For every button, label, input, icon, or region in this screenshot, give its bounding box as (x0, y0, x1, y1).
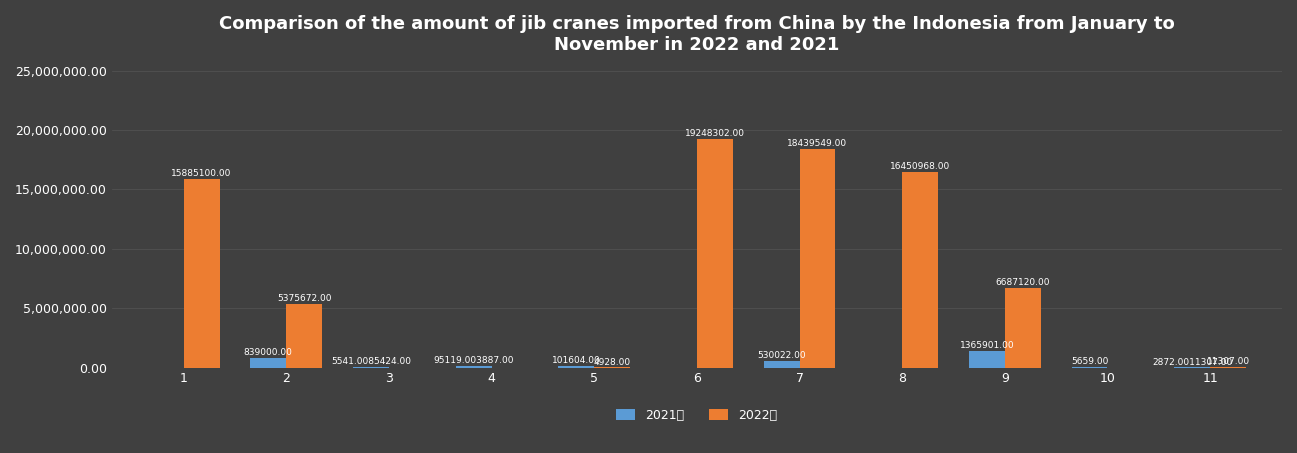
Text: 5541.0085424.00: 5541.0085424.00 (331, 357, 411, 366)
Text: 95119.003887.00: 95119.003887.00 (433, 357, 514, 366)
Text: 15885100.00: 15885100.00 (171, 169, 232, 178)
Bar (969, 351, 1005, 367)
Text: 18439549.00: 18439549.00 (787, 139, 847, 148)
Bar (287, 304, 322, 367)
Text: 6687120.00: 6687120.00 (996, 278, 1051, 287)
Bar (184, 179, 219, 367)
Title: Comparison of the amount of jib cranes imported from China by the Indonesia from: Comparison of the amount of jib cranes i… (219, 15, 1175, 54)
Text: 16450968.00: 16450968.00 (890, 162, 951, 171)
Bar (250, 357, 287, 367)
Bar (455, 366, 492, 367)
Text: 5659.00: 5659.00 (1071, 357, 1108, 366)
Bar (1005, 288, 1040, 367)
Text: 530022.00: 530022.00 (757, 351, 805, 360)
Text: 839000.00: 839000.00 (244, 347, 293, 357)
Bar (764, 361, 799, 367)
Text: 2872.0011307.00: 2872.0011307.00 (1152, 357, 1232, 366)
Bar (903, 172, 938, 367)
Text: 19248302.00: 19248302.00 (685, 129, 744, 138)
Bar (799, 149, 835, 367)
Legend: 2021年, 2022年: 2021年, 2022年 (611, 404, 782, 427)
Text: 11307.00: 11307.00 (1206, 357, 1250, 366)
Text: 101604.00: 101604.00 (553, 357, 601, 366)
Text: 4928.00: 4928.00 (594, 357, 630, 366)
Text: 1365901.00: 1365901.00 (960, 342, 1014, 350)
Bar (558, 366, 594, 367)
Bar (696, 139, 733, 367)
Text: 5375672.00: 5375672.00 (278, 294, 332, 303)
